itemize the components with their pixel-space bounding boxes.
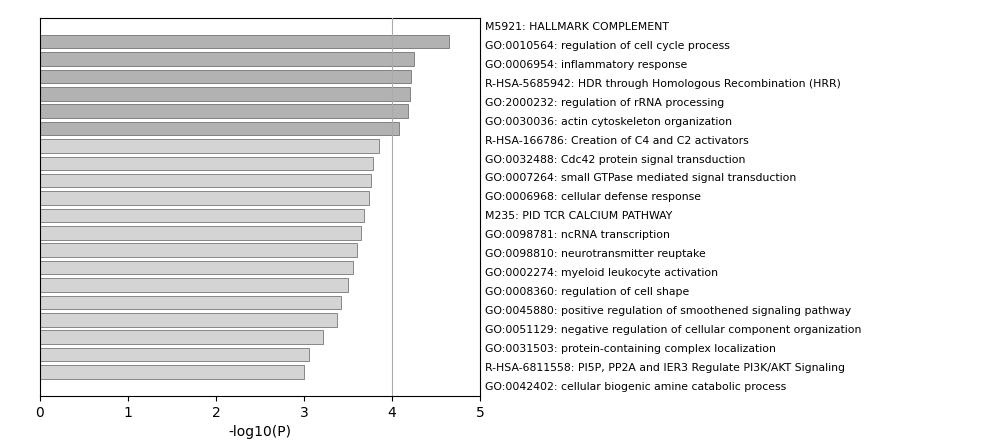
Text: GO:0007264: small GTPase mediated signal transduction: GO:0007264: small GTPase mediated signal… [485, 173, 796, 183]
Text: GO:0051129: negative regulation of cellular component organization: GO:0051129: negative regulation of cellu… [485, 325, 861, 335]
Text: GO:0031503: protein-containing complex localization: GO:0031503: protein-containing complex l… [485, 344, 776, 354]
Bar [40, 243, 357, 257]
Bar [40, 261, 353, 275]
Text: R-HSA-6811558: PI5P, PP2A and IER3 Regulate PI3K/AKT Signaling: R-HSA-6811558: PI5P, PP2A and IER3 Regul… [485, 363, 845, 373]
Bar [40, 157, 373, 170]
Bar [40, 104, 408, 118]
Bar [40, 191, 369, 205]
Bar [40, 122, 399, 136]
Bar [40, 365, 304, 379]
Text: GO:0030036: actin cytoskeleton organization: GO:0030036: actin cytoskeleton organizat… [485, 117, 732, 127]
Text: GO:2000232: regulation of rRNA processing: GO:2000232: regulation of rRNA processin… [485, 98, 724, 108]
Text: R-HSA-5685942: HDR through Homologous Recombination (HRR): R-HSA-5685942: HDR through Homologous Re… [485, 79, 841, 89]
Bar [40, 330, 323, 344]
Text: GO:0098781: ncRNA transcription: GO:0098781: ncRNA transcription [485, 230, 670, 240]
Text: GO:0002274: myeloid leukocyte activation: GO:0002274: myeloid leukocyte activation [485, 268, 718, 278]
Text: GO:0010564: regulation of cell cycle process: GO:0010564: regulation of cell cycle pro… [485, 41, 730, 51]
Text: M5921: HALLMARK COMPLEMENT: M5921: HALLMARK COMPLEMENT [485, 22, 669, 32]
Text: GO:0032488: Cdc42 protein signal transduction: GO:0032488: Cdc42 protein signal transdu… [485, 154, 745, 165]
Text: M235: PID TCR CALCIUM PATHWAY: M235: PID TCR CALCIUM PATHWAY [485, 211, 672, 221]
Bar [40, 70, 411, 83]
Text: GO:0045880: positive regulation of smoothened signaling pathway: GO:0045880: positive regulation of smoot… [485, 306, 851, 316]
Bar [40, 226, 361, 240]
Bar [40, 52, 414, 66]
Bar [40, 296, 341, 309]
Text: GO:0098810: neurotransmitter reuptake: GO:0098810: neurotransmitter reuptake [485, 249, 706, 259]
X-axis label: -log10(P): -log10(P) [228, 425, 292, 439]
Text: GO:0006968: cellular defense response: GO:0006968: cellular defense response [485, 192, 701, 202]
Bar [40, 209, 364, 222]
Bar [40, 278, 348, 292]
Bar [40, 139, 379, 153]
Bar [40, 174, 371, 187]
Bar [40, 348, 309, 361]
Text: R-HSA-166786: Creation of C4 and C2 activators: R-HSA-166786: Creation of C4 and C2 acti… [485, 136, 749, 146]
Text: GO:0042402: cellular biogenic amine catabolic process: GO:0042402: cellular biogenic amine cata… [485, 381, 786, 392]
Bar [40, 313, 337, 326]
Bar [40, 35, 449, 48]
Bar [40, 87, 410, 100]
Text: GO:0006954: inflammatory response: GO:0006954: inflammatory response [485, 60, 687, 70]
Text: GO:0008360: regulation of cell shape: GO:0008360: regulation of cell shape [485, 287, 689, 297]
